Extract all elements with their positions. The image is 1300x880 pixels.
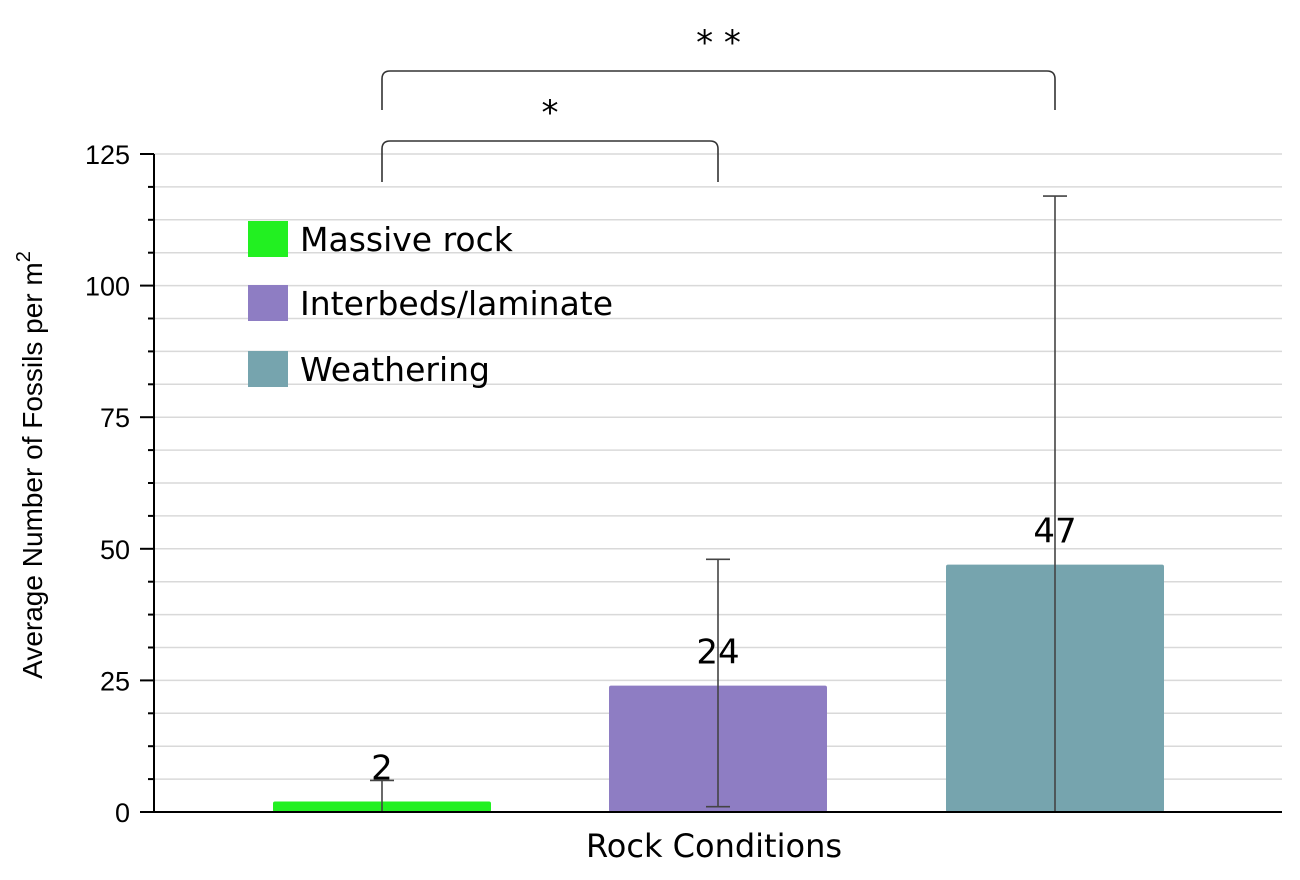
data-label: 24 — [696, 633, 739, 673]
legend-label: Weathering — [300, 350, 490, 389]
significance-bracket — [381, 140, 719, 182]
legend-label: Massive rock — [300, 220, 514, 259]
y-axis-title-text: Average Number of Fossils per m — [17, 262, 48, 679]
legend-swatch — [248, 221, 288, 257]
legend-label: Interbeds/laminate — [300, 284, 613, 323]
error-bars — [370, 195, 1067, 812]
legend-swatch — [248, 351, 288, 387]
significance-marker: * — [542, 93, 559, 133]
y-axis-title-superscript: 2 — [13, 251, 35, 262]
data-label: 47 — [1033, 512, 1076, 552]
significance-brackets: * * * — [381, 23, 1056, 182]
legend: Massive rock Interbeds/laminate Weathering — [248, 220, 613, 389]
legend-swatch — [248, 285, 288, 321]
y-tick-label: 25 — [100, 666, 130, 696]
significance-bracket — [381, 70, 1056, 110]
y-tick-label: 0 — [115, 798, 130, 828]
gridlines — [154, 153, 1282, 780]
y-tick-label: 75 — [100, 403, 130, 433]
significance-marker: * * — [696, 23, 741, 63]
y-tick-label: 100 — [85, 272, 130, 302]
x-axis-title: Rock Conditions — [586, 827, 842, 865]
y-tick-label: 50 — [100, 535, 130, 565]
y-tick-label: 125 — [85, 140, 130, 170]
data-labels: 2 24 47 — [371, 512, 1076, 789]
y-axis-title: Average Number of Fossils per m2 — [13, 251, 48, 679]
y-axis: 0 25 50 75 100 125 — [85, 140, 1282, 828]
data-label: 2 — [371, 748, 393, 788]
